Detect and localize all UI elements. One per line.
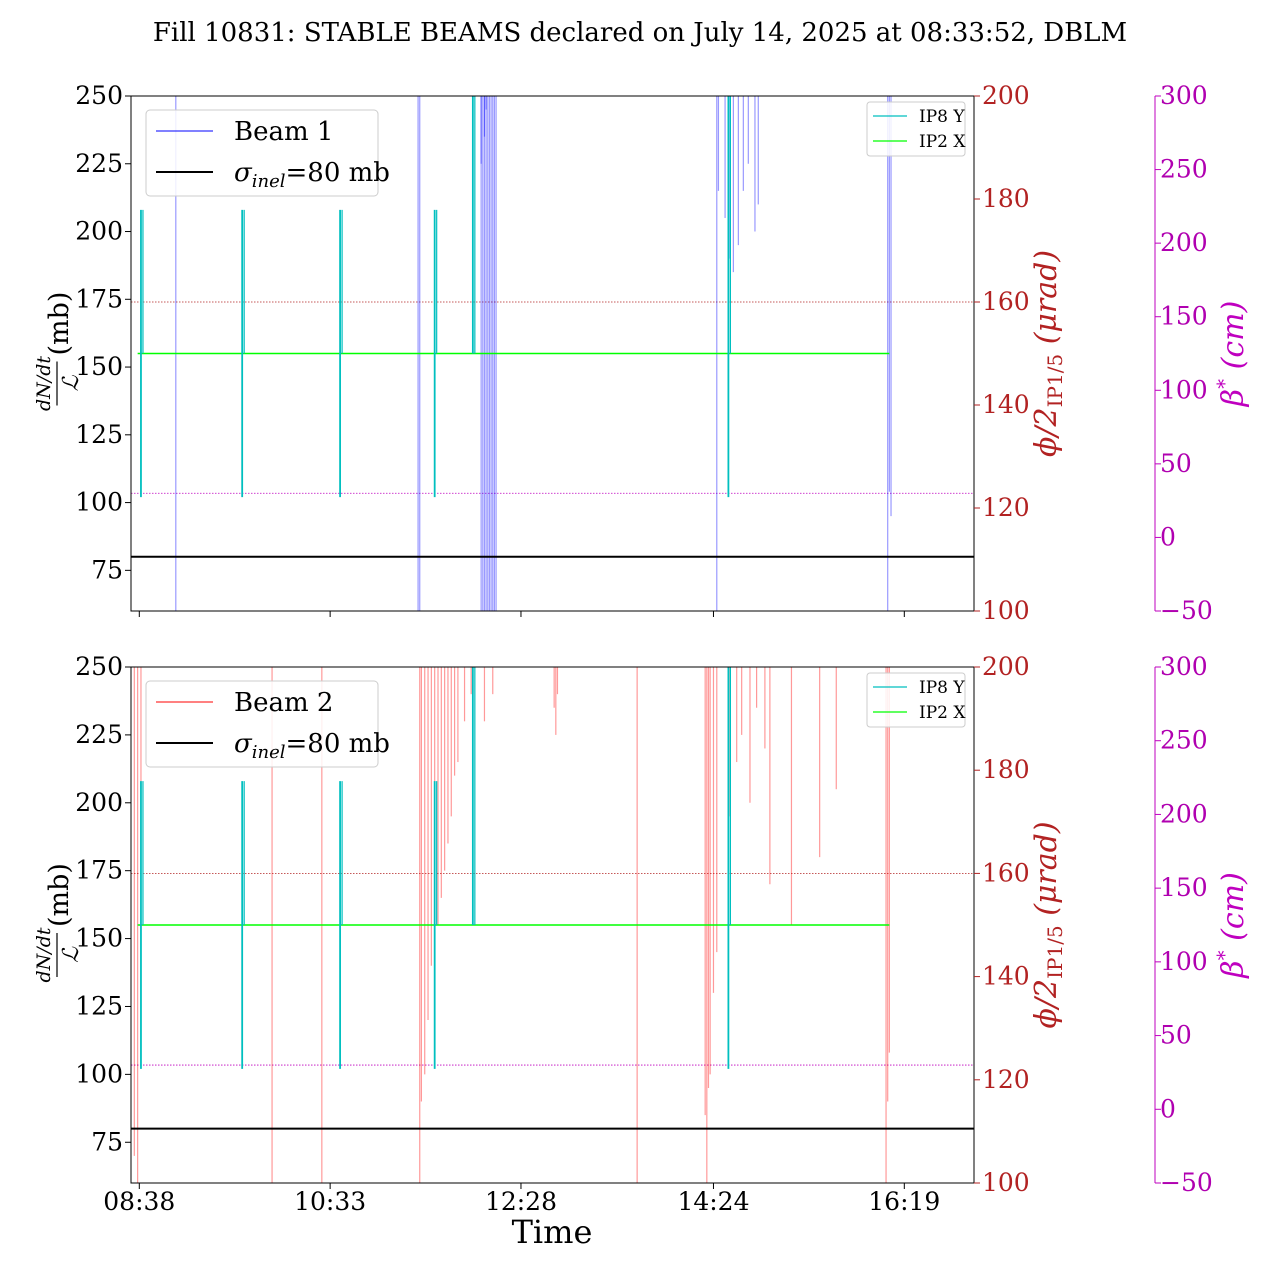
ip-legend-label: IP2 X bbox=[919, 132, 966, 152]
beta-axis-tick-label: 100 bbox=[1160, 947, 1208, 976]
left-axis-label-unit: (mb) bbox=[44, 863, 75, 927]
plot-frame bbox=[130, 95, 975, 612]
phi-axis-tick-label: 140 bbox=[982, 390, 1030, 419]
beta-axis-tick-label: 50 bbox=[1160, 1021, 1192, 1050]
phi-axis-tick-label: 200 bbox=[982, 81, 1030, 110]
chart-title: Fill 10831: STABLE BEAMS declared on Jul… bbox=[152, 18, 1128, 48]
left-axis-label-denominator: ℒ bbox=[59, 374, 84, 391]
ip-legend-label: IP2 X bbox=[919, 703, 966, 723]
beta-axis-tick-label: 150 bbox=[1160, 302, 1208, 331]
beta-axis-tick-label: 200 bbox=[1160, 228, 1208, 257]
left-axis-tick-label: 175 bbox=[75, 856, 123, 885]
left-axis-tick-label: 200 bbox=[75, 788, 123, 817]
left-axis-label-unit: (mb) bbox=[44, 292, 75, 356]
left-axis-tick-label: 225 bbox=[75, 149, 123, 178]
beta-axis-tick-label: −50 bbox=[1160, 1168, 1213, 1197]
x-axis-tick-label: 16:19 bbox=[868, 1187, 940, 1216]
beta-axis-tick-label: 300 bbox=[1160, 81, 1208, 110]
beta-axis-label: β* (cm) bbox=[1212, 872, 1251, 979]
beta-axis-tick-label: 250 bbox=[1160, 155, 1208, 184]
left-axis-label: dN/dt ℒ (mb) bbox=[33, 292, 84, 411]
left-axis-tick-label: 200 bbox=[75, 217, 123, 246]
phi-axis-tick-label: 140 bbox=[982, 962, 1030, 991]
beta-axis-label: β* (cm) bbox=[1212, 301, 1251, 408]
left-axis-tick-label: 100 bbox=[75, 488, 123, 517]
left-axis-tick-label: 100 bbox=[75, 1059, 123, 1088]
x-axis-tick-label: 10:33 bbox=[294, 1187, 366, 1216]
beta-axis-label-text: β* (cm) bbox=[1212, 301, 1251, 408]
left-axis-tick-label: 75 bbox=[91, 555, 123, 584]
beta-axis-tick-label: 150 bbox=[1160, 873, 1208, 902]
beta-axis-tick-label: 0 bbox=[1160, 1094, 1176, 1123]
left-axis-tick-label: 150 bbox=[75, 924, 123, 953]
phi-axis-tick-label: 160 bbox=[982, 287, 1030, 316]
left-axis-tick-label: 75 bbox=[91, 1127, 123, 1156]
left-axis-label-denominator: ℒ bbox=[59, 946, 84, 963]
ip-legend-label: IP8 Y bbox=[919, 107, 965, 127]
phi-axis-tick-label: 120 bbox=[982, 493, 1030, 522]
plot-frame bbox=[130, 666, 975, 1184]
left-axis-tick-label: 150 bbox=[75, 352, 123, 381]
beta-axis-tick-label: 300 bbox=[1160, 652, 1208, 681]
left-axis-tick-label: 125 bbox=[75, 420, 123, 449]
x-axis-label: Time bbox=[512, 1213, 593, 1251]
phi-axis-tick-label: 200 bbox=[982, 652, 1030, 681]
phi-axis-label: ϕ/2IP1/5 (μrad) bbox=[1029, 250, 1067, 457]
left-axis-label-numerator: dN/dt bbox=[33, 927, 55, 982]
legend-sigma-label: σinel=80 mb bbox=[234, 729, 390, 763]
phi-axis-label-text: ϕ/2IP1/5 (μrad) bbox=[1029, 821, 1067, 1028]
legend-sigma-label: σinel=80 mb bbox=[234, 158, 390, 192]
phi-axis-tick-label: 180 bbox=[982, 184, 1030, 213]
left-axis-tick-label: 250 bbox=[75, 81, 123, 110]
beta-axis-tick-label: 250 bbox=[1160, 726, 1208, 755]
legend-beam-label: Beam 1 bbox=[234, 117, 333, 147]
beta-axis-label-text: β* (cm) bbox=[1212, 872, 1251, 979]
phi-axis-tick-label: 160 bbox=[982, 858, 1030, 887]
left-axis-tick-label: 175 bbox=[75, 284, 123, 313]
beta-axis-tick-label: 100 bbox=[1160, 375, 1208, 404]
left-axis-label-numerator: dN/dt bbox=[33, 356, 55, 411]
left-axis-tick-label: 250 bbox=[75, 652, 123, 681]
phi-axis-label: ϕ/2IP1/5 (μrad) bbox=[1029, 821, 1067, 1028]
phi-axis-tick-label: 100 bbox=[982, 596, 1030, 625]
x-axis-tick-label: 14:24 bbox=[677, 1187, 749, 1216]
x-axis-tick-label: 12:28 bbox=[485, 1187, 557, 1216]
phi-axis-tick-label: 100 bbox=[982, 1168, 1030, 1197]
phi-axis-label-text: ϕ/2IP1/5 (μrad) bbox=[1029, 250, 1067, 457]
left-axis-label: dN/dt ℒ (mb) bbox=[33, 863, 84, 982]
left-axis-tick-label: 225 bbox=[75, 720, 123, 749]
beta-axis-tick-label: 0 bbox=[1160, 522, 1176, 551]
legend-beam-label: Beam 2 bbox=[234, 688, 333, 718]
beta-axis-tick-label: 50 bbox=[1160, 449, 1192, 478]
phi-axis-tick-label: 120 bbox=[982, 1065, 1030, 1094]
x-axis-tick-label: 08:38 bbox=[103, 1187, 175, 1216]
left-axis-tick-label: 125 bbox=[75, 991, 123, 1020]
phi-axis-tick-label: 180 bbox=[982, 755, 1030, 784]
ip-legend-label: IP8 Y bbox=[919, 678, 965, 698]
beta-axis-tick-label: 200 bbox=[1160, 799, 1208, 828]
beta-axis-tick-label: −50 bbox=[1160, 596, 1213, 625]
